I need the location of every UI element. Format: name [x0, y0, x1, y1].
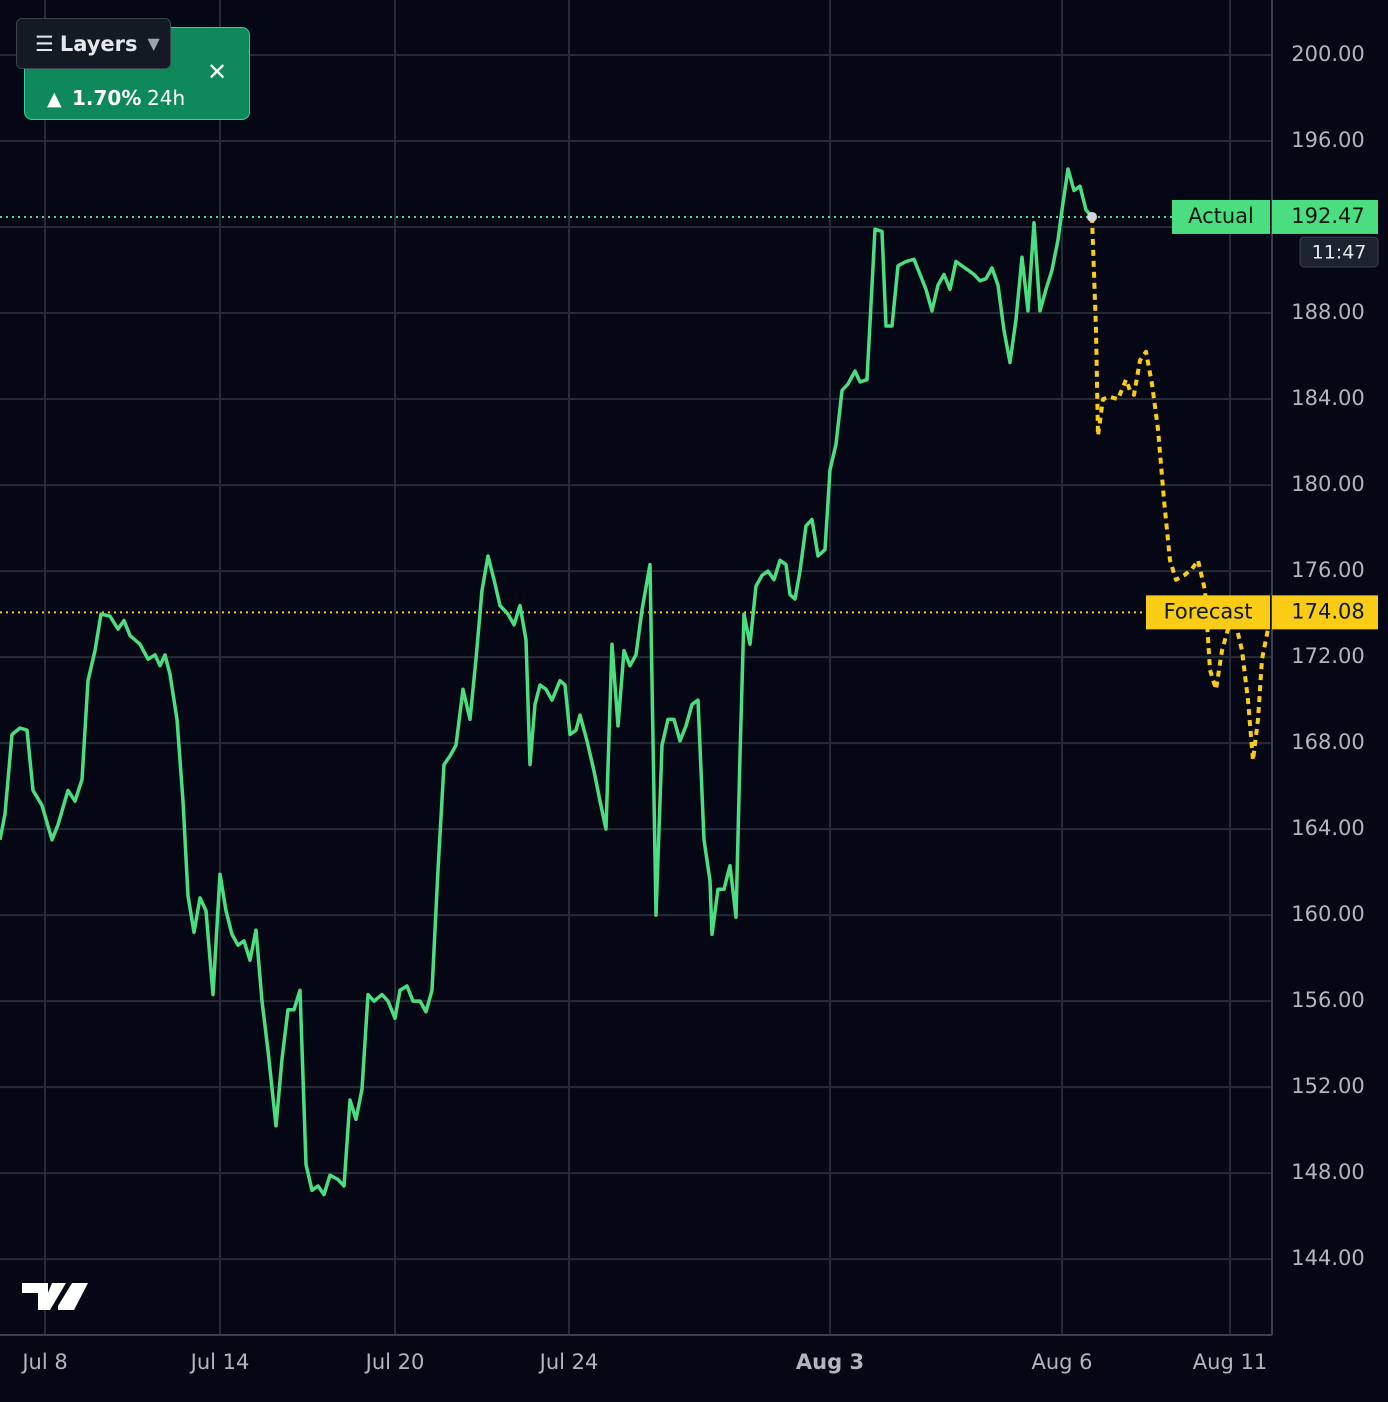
reference-value: 192.47 [1291, 204, 1364, 228]
y-tick-label: 176.00 [1291, 558, 1364, 582]
layers-button[interactable]: ☰ Layers ▼ [16, 18, 171, 69]
y-tick-label: 164.00 [1291, 816, 1364, 840]
x-tick-label: Jul 24 [538, 1350, 599, 1374]
y-tick-label: 172.00 [1291, 644, 1364, 668]
x-tick-label: Aug 11 [1193, 1350, 1267, 1374]
y-tick-label: 144.00 [1291, 1246, 1364, 1270]
reference-value-box [1272, 199, 1378, 234]
y-tick-label: 148.00 [1291, 1160, 1364, 1184]
y-tick-label: 180.00 [1291, 472, 1364, 496]
layers-label: Layers [59, 31, 138, 56]
close-button[interactable]: ✕ [207, 58, 228, 86]
reference-name-box [1172, 199, 1270, 234]
x-tick-label: Jul 8 [20, 1350, 67, 1374]
y-tick-label: 200.00 [1291, 42, 1364, 66]
y-tick-label: 160.00 [1291, 902, 1364, 926]
change: 1.70% [72, 86, 142, 110]
reference-name: Forecast [1164, 599, 1253, 623]
last-point [1087, 211, 1097, 222]
logo [22, 1283, 88, 1310]
reference-name-box [1146, 595, 1270, 630]
reference-value-box [1272, 595, 1378, 630]
reference-name: Actual [1188, 204, 1254, 228]
y-tick-label: 152.00 [1291, 1074, 1364, 1098]
line [1090, 216, 1270, 763]
y-tick-label: 156.00 [1291, 988, 1364, 1012]
countdown-box [1299, 236, 1379, 268]
menu-icon: ☰ [35, 31, 54, 56]
x-tick-label: Aug 6 [1031, 1350, 1092, 1374]
x-tick-label: Aug 3 [796, 1350, 864, 1374]
countdown: 11:47 [1312, 241, 1367, 263]
y-tick-label: 184.00 [1291, 386, 1364, 410]
up-arrow: ▲ [47, 88, 62, 110]
line [0, 167, 1094, 1197]
y-tick-label: 168.00 [1291, 730, 1364, 754]
reference-value: 174.08 [1291, 599, 1364, 623]
y-tick-label: 188.00 [1291, 300, 1364, 324]
x-tick-label: Jul 20 [364, 1350, 425, 1374]
x-tick-label: Jul 14 [189, 1350, 250, 1374]
y-tick-label: 196.00 [1291, 128, 1364, 152]
caret: ▼ [147, 34, 160, 53]
period: 24h [147, 86, 186, 110]
